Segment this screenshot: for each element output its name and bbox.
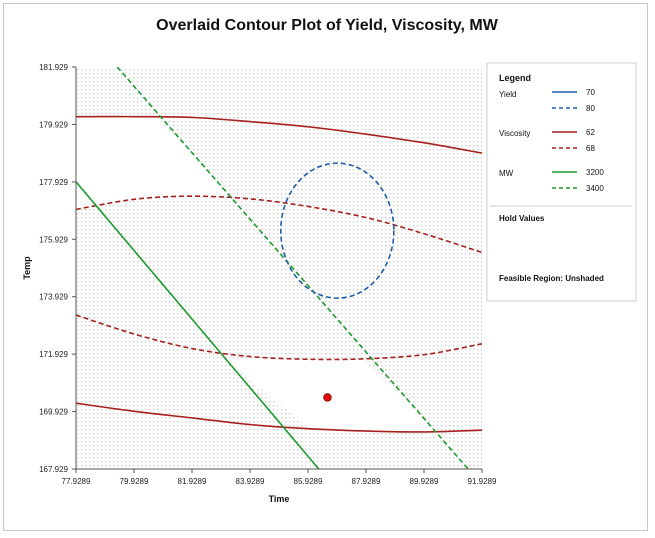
contour-ellipse-yield: [279, 162, 395, 299]
x-tick-label: 87.9289: [352, 477, 381, 486]
legend-label-viscosity-62: 62: [586, 128, 595, 137]
y-tick-label: 177.929: [39, 178, 68, 187]
contour-line-mw: [116, 67, 469, 469]
legend-label-mw-3200: 3200: [586, 168, 604, 177]
x-tick-label: 85.9289: [294, 477, 323, 486]
legend-hold-values: Hold Values: [499, 214, 545, 223]
legend: Legend Yield 70 80 Viscosity 62 68 MW 32…: [486, 62, 637, 302]
y-tick-label: 173.929: [39, 293, 68, 302]
legend-box: [486, 62, 637, 302]
y-tick-label: 175.929: [39, 235, 68, 244]
contour-line-viscosity: [76, 402, 482, 433]
x-tick-label: 83.9289: [236, 477, 265, 486]
y-tick-label: 169.929: [39, 408, 68, 417]
legend-group-yield: Yield: [499, 90, 517, 99]
legend-group-mw: MW: [499, 169, 514, 178]
x-tick-label: 91.9289: [468, 477, 497, 486]
legend-feasible-region: Feasible Region: Unshaded: [499, 274, 604, 283]
legend-label-yield-70: 70: [586, 88, 595, 97]
y-tick-label: 167.929: [39, 465, 68, 474]
legend-label-viscosity-68: 68: [586, 144, 595, 153]
x-tick-label: 79.9289: [120, 477, 149, 486]
feasible-area-upper: [76, 116, 232, 210]
y-tick-label: 179.929: [39, 120, 68, 129]
y-tick-label: 181.929: [39, 63, 68, 72]
contour-line-viscosity: [76, 115, 482, 154]
y-tick-label: 171.929: [39, 350, 68, 359]
x-axis-label: Time: [269, 494, 290, 504]
legend-label-yield-80: 80: [586, 104, 595, 113]
x-tick-label: 89.9289: [410, 477, 439, 486]
contour-line-viscosity: [76, 195, 482, 254]
contour-line-mw: [76, 181, 320, 469]
y-axis-label: Temp: [22, 256, 32, 280]
y-ticks: 167.929 169.929 171.929 173.929 175.929 177.9…: [39, 63, 76, 474]
chart-title: Overlaid Contour Plot of Yield, Viscosit…: [156, 17, 499, 34]
contour-line-viscosity: [76, 314, 482, 361]
x-tick-label: 77.9289: [62, 477, 91, 486]
setting-point: [323, 393, 332, 402]
legend-title: Legend: [499, 73, 531, 83]
x-ticks: 77.9289 79.9289 81.9289 83.9289 85.9289 87.92…: [62, 469, 497, 486]
x-tick-label: 81.9289: [178, 477, 207, 486]
feasible-area: [223, 357, 456, 450]
legend-label-mw-3400: 3400: [586, 184, 604, 193]
legend-group-viscosity: Viscosity: [499, 129, 530, 138]
series-layer: [76, 67, 482, 469]
